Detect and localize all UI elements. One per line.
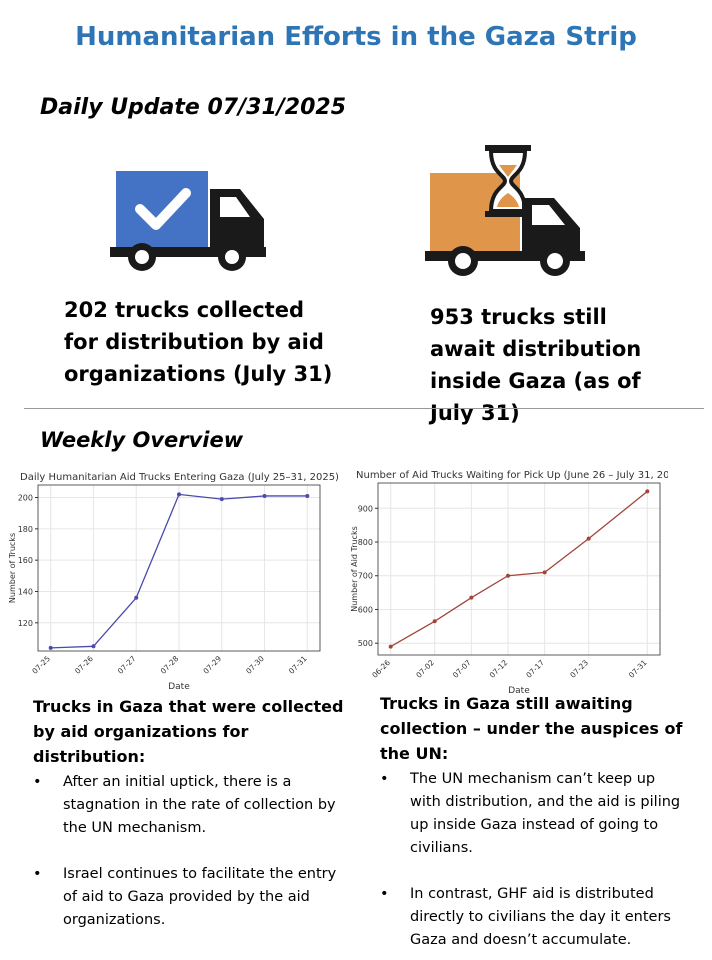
- plot-frame: [377, 482, 661, 656]
- point: [645, 489, 650, 494]
- point: [586, 536, 591, 541]
- x-tick-label: 07-17: [524, 658, 546, 680]
- point: [91, 644, 96, 649]
- point: [432, 619, 437, 624]
- y-tick-label: 180: [18, 525, 33, 534]
- x-tick-label: 07-26: [73, 654, 95, 676]
- series-line: [390, 490, 648, 648]
- x-tick-label: 07-25: [30, 654, 52, 676]
- section-title: Weekly Overview: [40, 428, 244, 452]
- point: [542, 570, 547, 575]
- y-tick-label: 140: [18, 587, 33, 596]
- plot-frame: [37, 484, 321, 652]
- x-axis-label: Date: [508, 686, 530, 693]
- x-tick-label: 07-27: [116, 654, 138, 676]
- card-waiting: 953 trucks still await distribution insi…: [430, 305, 642, 425]
- x-tick-label: 07-23: [568, 658, 590, 680]
- y-tick-label: 900: [358, 504, 373, 513]
- card-collected: 202 trucks collected for distribution by…: [64, 298, 333, 386]
- point: [305, 493, 310, 498]
- chart-waiting: Number of Aid Trucks Waiting for Pick Up…: [350, 470, 668, 693]
- y-tick-label: 160: [18, 556, 33, 565]
- panel-waiting: Trucks in Gaza still awaiting collection…: [380, 691, 690, 960]
- daily-update: Daily Update 07/31/2025: [40, 95, 347, 120]
- bullet-list: The UN mechanism can’t keep up with dist…: [380, 768, 690, 952]
- x-tick-label: 07-31: [627, 658, 649, 680]
- point: [48, 645, 53, 650]
- point: [134, 595, 139, 600]
- bullet: Israel continues to facilitate the entry…: [33, 863, 353, 932]
- bullet: After an initial uptick, there is a stag…: [33, 771, 353, 840]
- x-tick-label: 07-31: [287, 654, 309, 676]
- x-tick-label: 06-26: [370, 658, 392, 680]
- y-tick-label: 200: [18, 494, 33, 503]
- truck-waiting-icon: [425, 145, 585, 276]
- bullet: The UN mechanism can’t keep up with dist…: [380, 768, 690, 860]
- chart-title: Daily Humanitarian Aid Trucks Entering G…: [20, 472, 339, 483]
- x-axis-label: Date: [168, 682, 190, 692]
- panel-heading: Trucks in Gaza still awaiting collection…: [380, 694, 683, 763]
- x-tick-label: 07-29: [201, 654, 223, 676]
- y-tick-label: 800: [358, 538, 373, 547]
- x-tick-label: 07-12: [488, 658, 510, 680]
- point: [506, 573, 511, 578]
- y-axis-label: Number of Aid Trucks: [350, 526, 359, 612]
- page-title: Humanitarian Efforts in the Gaza Strip: [75, 22, 637, 52]
- x-tick-label: 07-28: [159, 654, 181, 676]
- truck-collected-icon: [110, 171, 266, 271]
- x-tick-label: 07-07: [451, 658, 473, 680]
- y-tick-label: 600: [358, 605, 373, 614]
- bullet-list: After an initial uptick, there is a stag…: [33, 771, 353, 932]
- y-tick-label: 120: [18, 619, 33, 628]
- point: [219, 497, 224, 502]
- x-tick-label: 07-30: [244, 654, 266, 676]
- x-tick-label: 07-02: [414, 658, 436, 680]
- y-axis-label: Number of Trucks: [8, 533, 17, 603]
- bullet: In contrast, GHF aid is distributed dire…: [380, 883, 690, 952]
- panel-collected: Trucks in Gaza that were collected by ai…: [33, 694, 353, 955]
- y-tick-label: 500: [358, 639, 373, 648]
- y-tick-label: 700: [358, 572, 373, 581]
- point: [388, 644, 393, 649]
- panel-heading: Trucks in Gaza that were collected by ai…: [33, 697, 344, 766]
- chart-entering: Daily Humanitarian Aid Trucks Entering G…: [8, 472, 339, 692]
- point: [177, 492, 181, 497]
- point: [262, 493, 267, 498]
- chart-title: Number of Aid Trucks Waiting for Pick Up…: [356, 470, 668, 481]
- divider: [24, 408, 704, 409]
- point: [469, 595, 474, 600]
